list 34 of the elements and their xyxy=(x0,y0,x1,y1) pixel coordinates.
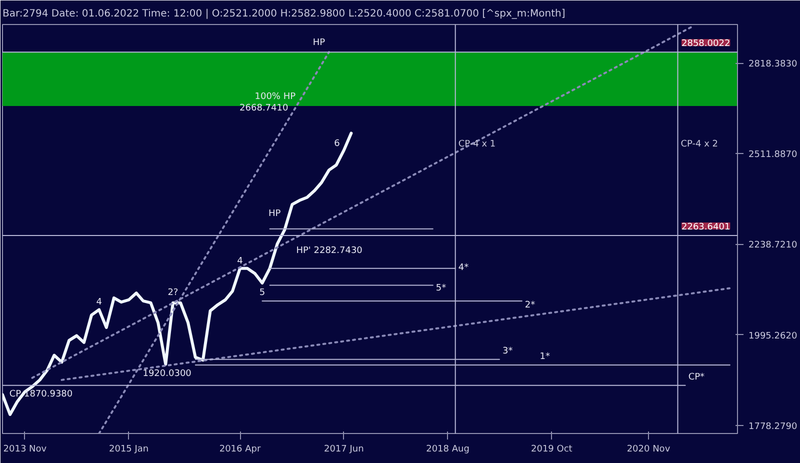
y-tick-label: 2238.7210 xyxy=(748,240,798,251)
x-tick-label: 2018 Aug xyxy=(426,444,470,454)
y-tick-label: 2818.3830 xyxy=(748,60,798,70)
annotation: CP 1870.9380 xyxy=(9,389,73,400)
ref-line-label: CP-4 x 1 xyxy=(458,140,496,150)
annotation: 4* xyxy=(458,263,470,274)
annotation: 2? xyxy=(168,288,178,298)
annotation: CP* xyxy=(688,372,706,382)
annotation: 5* xyxy=(436,283,447,294)
x-tick-label: 2020 Nov xyxy=(626,444,671,454)
ref-line-label: 2858.0022 xyxy=(682,39,730,50)
y-tick-label: 1995.2620 xyxy=(748,331,798,342)
annotation: 100% HP xyxy=(254,92,296,102)
x-tick-label: 2016 Apr xyxy=(219,444,261,454)
annotation: HP xyxy=(268,208,282,219)
annotation: HP xyxy=(312,38,326,48)
annotation: 1920.0300 xyxy=(142,369,192,380)
annotation: 5 xyxy=(259,288,266,298)
annotation: 6 xyxy=(334,139,340,150)
annotation: 2668.7410 xyxy=(240,104,288,114)
annotation: 1* xyxy=(540,352,551,362)
x-tick-label: 2013 Nov xyxy=(3,444,48,454)
y-tick-label: 2511.8870 xyxy=(748,150,798,160)
annotation: 4 xyxy=(237,256,244,266)
annotation: 2* xyxy=(524,300,536,311)
annotation: 4 xyxy=(96,298,102,308)
y-tick-label: 1778.2790 xyxy=(748,422,798,432)
x-tick-label: 2019 Oct xyxy=(531,444,573,454)
chart-title: Bar:2794 Date: 01.06.2022 Time: 12:00 | O:2521.2000 H:2582.9800 L:2520.4000 C:2581.0700 [^spx_m:Month] xyxy=(2,8,566,20)
ref-line-label: CP-4 x 2 xyxy=(680,140,718,150)
x-tick-label: 2015 Jan xyxy=(109,444,149,454)
x-tick-label: 2017 Jun xyxy=(324,444,364,454)
annotation: 3* xyxy=(502,346,514,356)
annotation: HP' 2282.7430 xyxy=(296,246,363,256)
